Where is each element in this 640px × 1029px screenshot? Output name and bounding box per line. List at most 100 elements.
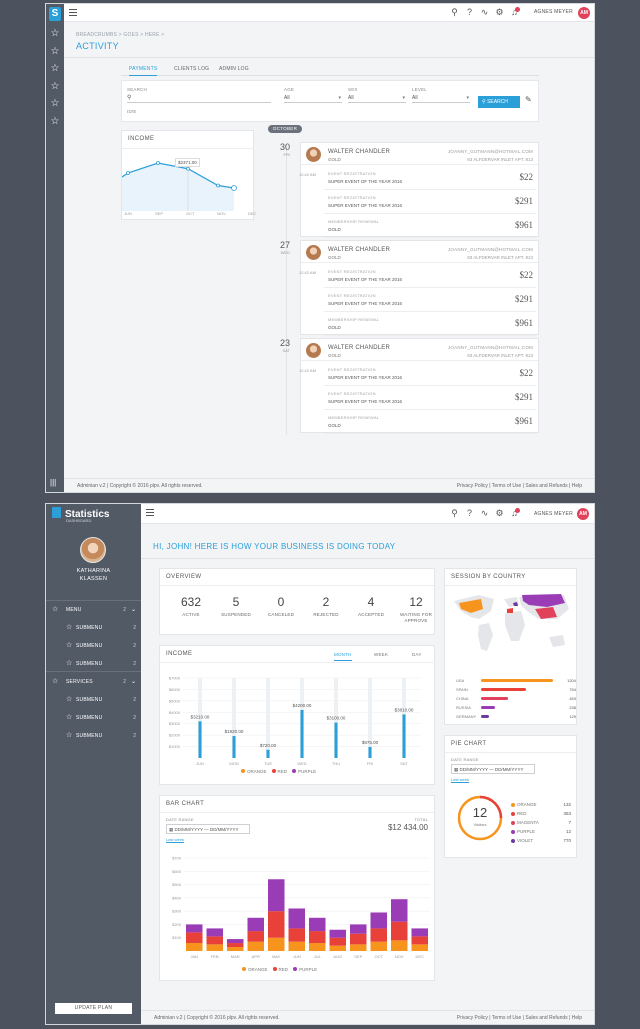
country-row[interactable]: USA 1204 (451, 678, 576, 684)
client-name[interactable]: WALTER CHANDLER (328, 247, 391, 253)
income-month-label: SEP (155, 211, 164, 216)
country-row[interactable]: CHINA 453 (451, 696, 576, 702)
footer-links[interactable]: Privacy Policy | Terms of Use | Sales an… (456, 483, 582, 489)
menu-icon[interactable] (69, 9, 77, 16)
help-icon[interactable]: ? (466, 508, 472, 518)
user-name[interactable]: AGNES MEYER (534, 9, 573, 15)
activity-amount: $291 (515, 196, 533, 206)
client-header[interactable]: WALTER CHANDLER GOLD JOANNY_GUTMANN@HOTMAI… (301, 143, 538, 165)
country-row[interactable]: SPAIN 754 (451, 687, 576, 693)
level-select[interactable]: All ▾ (412, 95, 470, 103)
tab-clients-log[interactable]: CLIENTS LOG (174, 66, 210, 72)
activity-row[interactable]: MEMBERSHIP RENEWAL GOLD $961 (324, 410, 536, 434)
menu-icon[interactable] (146, 509, 154, 516)
client-avatar[interactable] (306, 343, 321, 358)
client-name[interactable]: WALTER CHANDLER (328, 149, 391, 155)
search-icon[interactable]: ⚲ (451, 508, 458, 518)
y-tick-label: $100 (172, 935, 182, 940)
search-input[interactable]: ⚲ (127, 94, 271, 103)
country-bar (481, 679, 553, 682)
update-plan-button[interactable]: UPDATE PLAN (55, 1003, 132, 1014)
stacked-bar-segment (268, 879, 285, 912)
user-name[interactable]: AGNES MEYER (534, 511, 573, 517)
donut-center-value: 12 (472, 805, 488, 820)
logo-icon[interactable]: S (49, 7, 61, 21)
country-row[interactable]: GERMANY 129 (451, 714, 576, 720)
stacked-bar-segment (288, 941, 305, 951)
activity-type: MEMBERSHIP RENEWAL (328, 219, 380, 224)
bell-icon[interactable]: ♫ (511, 7, 518, 17)
sidebar-submenu[interactable]: ☆ SUBMENU 2 (66, 732, 136, 739)
sidebar-item-services[interactable]: ☆ SERVICES 2 ⌄ (52, 678, 136, 685)
client-name[interactable]: WALTER CHANDLER (328, 345, 391, 351)
sidebar-submenu[interactable]: ☆ SUBMENU 2 (66, 642, 136, 649)
activity-icon[interactable]: ∿ (480, 7, 489, 17)
world-map[interactable] (449, 589, 574, 664)
tab-admin-log[interactable]: ADMIN LOG (219, 66, 249, 72)
stacked-bar-segment (186, 943, 203, 951)
client-level: GOLD (328, 157, 341, 162)
tab-week[interactable]: WEEK (374, 652, 389, 657)
x-tick-label: SEP (354, 954, 362, 959)
client-avatar[interactable] (306, 245, 321, 260)
client-avatar[interactable] (306, 147, 321, 162)
footer-links[interactable]: Privacy Policy | Terms of Use | Sales an… (456, 1015, 582, 1021)
search-hint: ID/E (127, 109, 137, 114)
avatar[interactable]: AM (578, 7, 590, 19)
sidebar-submenu[interactable]: ☆ SUBMENU 2 (66, 660, 136, 667)
avatar[interactable]: AM (577, 508, 589, 520)
activity-row[interactable]: EVENT REGISTRATION SUPER EVENT OF THE YEA… (324, 288, 536, 312)
activity-row[interactable]: EVENT REGISTRATION SUPER EVENT OF THE YEA… (324, 386, 536, 410)
logo[interactable]: Statistics DASHBOARD (52, 507, 109, 523)
activity-row[interactable]: EVENT REGISTRATION SUPER EVENT OF THE YEA… (324, 264, 536, 288)
client-email[interactable]: JOANNY_GUTMANN@HOTMAIL.COM (447, 345, 533, 350)
activity-icon[interactable]: ∿ (480, 508, 489, 518)
star-icon[interactable]: ☆ (50, 63, 60, 74)
pie-legend-item: PURPLE 12 (511, 829, 571, 837)
activity-row[interactable]: EVENT REGISTRATION SUPER EVENT OF THE YEA… (324, 190, 536, 214)
bell-icon[interactable]: ♫ (511, 508, 518, 518)
activity-row[interactable]: EVENT REGISTRATION SUPER EVENT OF THE YEA… (324, 362, 536, 386)
breadcrumb[interactable]: BREADCRUMBS > GOES > HERE > (76, 32, 165, 38)
overview-value: 0 (277, 595, 285, 609)
sidebar-submenu[interactable]: ☆ SUBMENU 2 (66, 696, 136, 703)
sidebar-submenu[interactable]: ☆ SUBMENU 2 (66, 714, 136, 721)
last-week-link[interactable]: Last week (166, 837, 185, 842)
search-button[interactable]: ⚲ SEARCH (478, 96, 520, 108)
sidebar-item-menu[interactable]: ☆ MENU 2 ⌄ (52, 606, 136, 613)
sex-select[interactable]: All ▾ (348, 95, 406, 103)
income-point (126, 171, 130, 175)
tab-payments[interactable]: PAYMENTS (129, 66, 158, 76)
overview-label: CANCELED (267, 612, 295, 617)
client-header[interactable]: WALTER CHANDLER GOLD JOANNY_GUTMANN@HOTMAI… (301, 339, 538, 361)
tab-day[interactable]: DAY (412, 652, 422, 657)
last-week-link[interactable]: Last week (451, 777, 470, 782)
client-email[interactable]: JOANNY_GUTMANN@HOTMAIL.COM (447, 247, 533, 252)
country-row[interactable]: RUSSIA 238 (451, 705, 576, 711)
gear-icon[interactable]: ⚙ (495, 508, 504, 518)
x-tick-label: FRI (367, 761, 373, 766)
activity-row[interactable]: MEMBERSHIP RENEWAL GOLD $961 (324, 214, 536, 238)
tab-month[interactable]: MONTH (334, 652, 352, 661)
gear-icon[interactable]: ⚙ (495, 7, 504, 17)
star-icon[interactable]: ☆ (50, 81, 60, 92)
star-icon[interactable]: ☆ (50, 28, 60, 39)
star-icon[interactable]: ☆ (50, 116, 60, 127)
settings-sliders-icon[interactable]: ||| (50, 478, 57, 487)
activity-row[interactable]: MEMBERSHIP RENEWAL GOLD $961 (324, 312, 536, 336)
client-header[interactable]: WALTER CHANDLER GOLD JOANNY_GUTMANN@HOTMAI… (301, 241, 538, 263)
activity-row[interactable]: EVENT REGISTRATION SUPER EVENT OF THE YEA… (324, 166, 536, 190)
help-icon[interactable]: ? (466, 7, 472, 17)
sidebar-submenu[interactable]: ☆ SUBMENU 2 (66, 624, 136, 631)
search-icon[interactable]: ⚲ (451, 7, 458, 17)
date-range-input[interactable]: ▦ DD/MM/YYYY — DD/MM/YYYY (451, 764, 535, 774)
star-icon[interactable]: ☆ (50, 46, 60, 57)
date-range-input[interactable]: ▦ DD/MM/YYYY — DD/MM/YYYY (166, 824, 250, 834)
top-bar: ⚲ ? ∿ ⚙ ♫ AGNES MEYER AM (64, 4, 594, 22)
eraser-icon[interactable]: ✎ (525, 95, 532, 104)
page-title: ACTIVITY (76, 41, 119, 51)
star-icon[interactable]: ☆ (50, 98, 60, 109)
age-select[interactable]: All ▾ (284, 95, 342, 103)
client-email[interactable]: JOANNY_GUTMANN@HOTMAIL.COM (447, 149, 533, 154)
profile-photo[interactable] (80, 537, 106, 563)
